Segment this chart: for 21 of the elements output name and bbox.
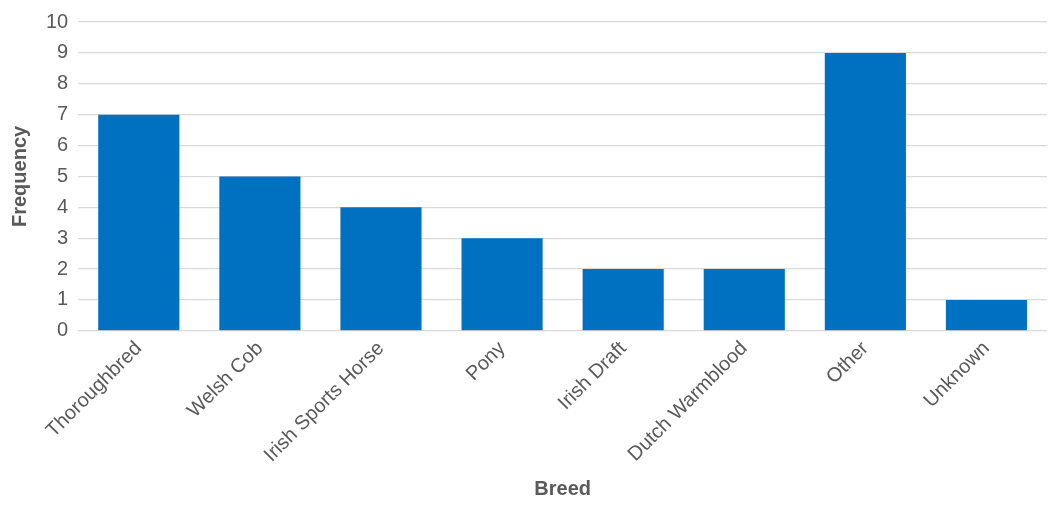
y-tick-label: 1 [57,287,69,310]
y-tick-label: 2 [57,256,69,279]
bar [340,207,422,331]
y-tick-label: 8 [57,71,69,94]
y-tick-label: 7 [57,102,69,125]
x-axis-title: Breed [534,476,591,499]
bar [582,269,664,331]
y-tick-label: 9 [57,40,69,63]
bar [461,238,543,331]
y-tick-label: 10 [46,9,69,32]
y-axis-title: Frequency [7,124,30,228]
y-tick-label: 3 [57,225,69,248]
y-tick-label: 6 [57,133,69,156]
bar [703,269,785,331]
bar [219,176,301,331]
bar [98,114,180,331]
bar [824,52,906,331]
y-tick-label: 0 [57,318,69,341]
y-tick-label: 5 [57,163,69,186]
bar [945,299,1028,331]
y-tick-label: 4 [57,194,69,217]
